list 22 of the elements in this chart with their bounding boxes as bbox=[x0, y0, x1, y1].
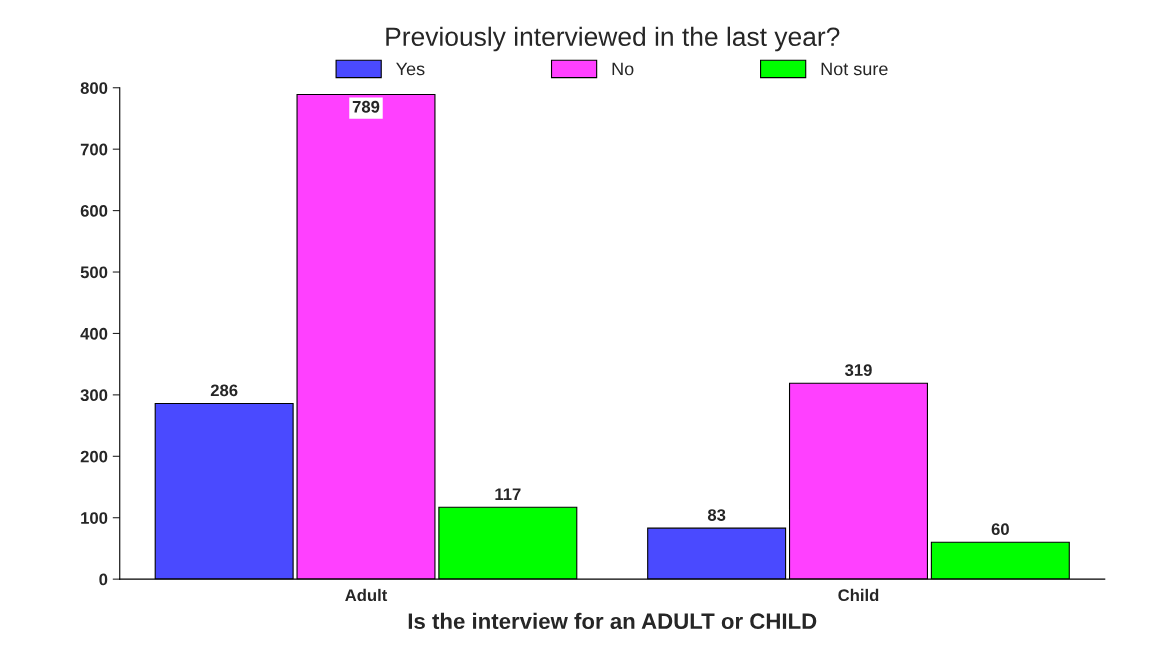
x-tick-label: Child bbox=[838, 588, 879, 602]
data-label: 789 bbox=[352, 100, 380, 113]
data-label: 83 bbox=[707, 509, 726, 521]
x-tick-label: Adult bbox=[345, 588, 388, 602]
legend-label: No bbox=[612, 62, 634, 76]
y-tick-label: 200 bbox=[80, 450, 108, 463]
y-tick-label: 500 bbox=[80, 266, 108, 279]
legend-label: Not sure bbox=[821, 62, 888, 76]
x-axis-title: Is the interview for an ADULT or CHILD bbox=[408, 612, 817, 630]
data-label: 60 bbox=[991, 523, 1009, 536]
data-label: 117 bbox=[495, 488, 521, 500]
legend-label: Yes bbox=[396, 62, 425, 76]
y-tick-label: 400 bbox=[80, 327, 108, 340]
y-tick-label: 700 bbox=[80, 143, 108, 156]
y-tick-label: 600 bbox=[80, 205, 108, 217]
legend-title: Previously interviewed in the last year? bbox=[386, 26, 840, 52]
y-tick-label: 100 bbox=[81, 512, 108, 524]
y-tick-label: 0 bbox=[99, 573, 108, 586]
data-label: 319 bbox=[844, 364, 872, 376]
y-tick-label: 300 bbox=[80, 389, 108, 402]
data-label: 286 bbox=[210, 384, 238, 397]
y-tick-label: 800 bbox=[80, 82, 108, 94]
